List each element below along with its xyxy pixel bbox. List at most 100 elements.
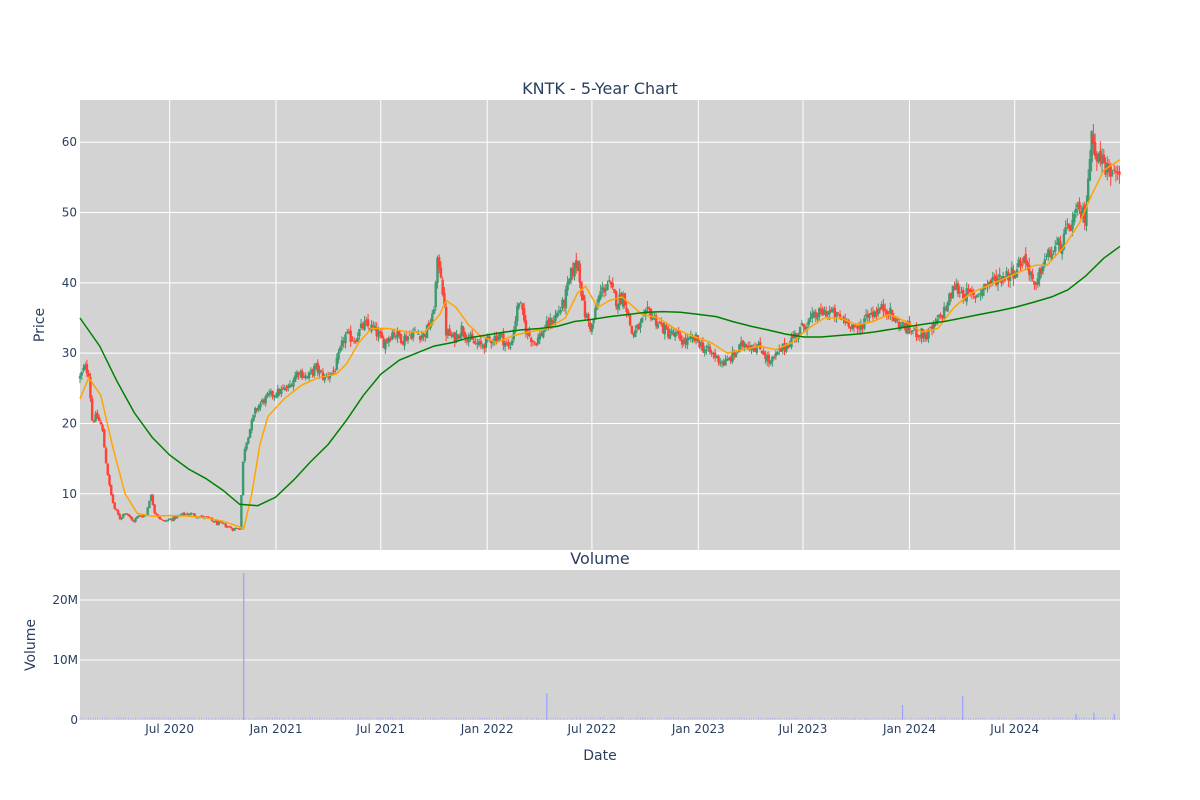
volume-bar xyxy=(718,718,719,720)
candle-body xyxy=(328,375,332,379)
volume-bar xyxy=(825,718,827,720)
volume-bar xyxy=(456,717,457,720)
volume-bar xyxy=(673,717,674,720)
volume-bar xyxy=(272,717,274,720)
volume-bar xyxy=(787,718,789,720)
candle-body xyxy=(1113,169,1116,171)
candle-body xyxy=(200,515,203,517)
candle-body xyxy=(311,369,314,375)
candle-body xyxy=(823,310,826,315)
candle-body xyxy=(307,372,311,379)
candle-body xyxy=(123,513,127,515)
volume-bar xyxy=(1040,718,1042,720)
candle-body xyxy=(96,412,99,419)
volume-bar xyxy=(537,717,539,720)
volume-bar xyxy=(509,717,511,720)
volume-bar xyxy=(869,717,870,720)
volume-bar xyxy=(615,717,617,720)
volume-bar xyxy=(1033,718,1035,720)
volume-bar xyxy=(492,718,494,720)
candle-body xyxy=(403,336,406,346)
candle-body xyxy=(490,341,493,344)
candle-body xyxy=(569,267,573,281)
candle-body xyxy=(523,308,526,321)
volume-bar xyxy=(409,717,411,720)
candle-body xyxy=(949,293,953,299)
candle-body xyxy=(639,321,642,328)
candle-body xyxy=(129,515,132,518)
candle-body xyxy=(323,375,326,381)
volume-bar xyxy=(265,717,267,720)
volume-bar xyxy=(315,718,317,720)
volume-bar xyxy=(419,718,421,720)
candle-body xyxy=(401,341,404,344)
ma-line-orange xyxy=(79,159,1121,531)
volume-bar xyxy=(404,717,405,720)
volume-bar xyxy=(712,717,714,720)
volume-bar xyxy=(501,718,503,720)
volume-bar xyxy=(129,718,131,720)
volume-bar xyxy=(417,718,419,720)
candle-body xyxy=(240,495,243,529)
volume-bar xyxy=(1013,717,1014,720)
volume-x-ticks: Jul 2020 Jan 2021 Jul 2021 Jan 2022 Jul 2022… xyxy=(144,722,1039,736)
candle-body xyxy=(1054,246,1057,252)
candle-body xyxy=(363,321,366,330)
x-tick-label: Jan 2021 xyxy=(249,722,303,736)
volume-bar xyxy=(398,718,400,720)
candle-body xyxy=(769,361,772,364)
volume-bar xyxy=(496,717,497,720)
volume-bar xyxy=(93,718,95,720)
candle-body xyxy=(939,314,942,316)
volume-bar xyxy=(702,717,704,720)
candle-body xyxy=(1038,268,1041,280)
volume-bar xyxy=(1073,717,1075,720)
candle-body xyxy=(413,329,417,331)
volume-bar xyxy=(296,718,298,720)
candle-body xyxy=(1092,134,1095,145)
candle-body xyxy=(505,342,509,344)
candle-body xyxy=(104,448,108,464)
candle-body xyxy=(899,324,902,329)
volume-bar xyxy=(659,717,660,720)
volume-bar xyxy=(818,717,820,720)
volume-bar xyxy=(943,717,945,720)
candle-body xyxy=(358,329,361,337)
volume-bar xyxy=(1068,717,1070,720)
volume-bar xyxy=(358,717,360,720)
volume-bar xyxy=(249,718,251,720)
volume-bar xyxy=(667,717,669,720)
volume-bar xyxy=(666,717,667,720)
candle-body xyxy=(231,528,234,531)
candle-body xyxy=(139,515,142,517)
candle-body xyxy=(455,333,458,341)
price-y-tick-label: 50 xyxy=(62,206,77,220)
volume-bar xyxy=(298,718,300,720)
volume-bar xyxy=(350,717,352,720)
volume-bar xyxy=(122,718,124,720)
volume-bar xyxy=(870,718,872,720)
volume-bar xyxy=(804,718,806,720)
volume-bar xyxy=(999,717,1001,720)
volume-bar xyxy=(117,718,119,720)
volume-bar xyxy=(483,717,485,720)
volume-bar xyxy=(529,718,530,720)
candle-body xyxy=(776,352,779,355)
volume-bar xyxy=(473,717,475,720)
candle-body xyxy=(989,279,993,284)
volume-bar xyxy=(428,718,430,720)
candle-body xyxy=(316,362,319,373)
volume-bar xyxy=(726,717,728,720)
candle-body xyxy=(670,330,673,334)
price-y-tick-label: 20 xyxy=(62,416,77,430)
candle-body xyxy=(628,313,632,326)
volume-bar xyxy=(1098,718,1099,720)
volume-bar xyxy=(260,717,261,720)
volume-bar xyxy=(395,717,397,720)
volume-bar xyxy=(863,717,865,720)
volume-bar xyxy=(470,717,471,720)
volume-bar xyxy=(848,718,850,720)
candle-body xyxy=(1060,246,1064,255)
candle-body xyxy=(549,318,552,328)
candle-body xyxy=(379,331,382,334)
